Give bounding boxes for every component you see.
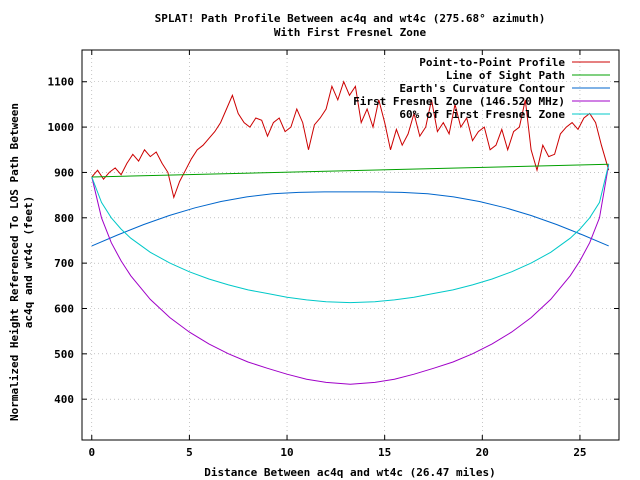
series-line-earth-s-curvature-contour bbox=[91, 191, 609, 247]
y-axis-ticks: 400 500 600 700 800 900 1000 1100 bbox=[48, 76, 619, 406]
x-tick-label: 10 bbox=[280, 446, 293, 459]
y-tick-label: 900 bbox=[54, 166, 74, 179]
legend-label: First Fresnel Zone (146.520 MHz) bbox=[353, 95, 565, 108]
y-axis-label-line2: ac4q and wt4c (feet) bbox=[22, 196, 35, 328]
y-tick-label: 500 bbox=[54, 348, 74, 361]
series-line-point-to-point-profile bbox=[91, 80, 610, 200]
x-tick-label: 20 bbox=[476, 446, 489, 459]
x-tick-label: 25 bbox=[573, 446, 586, 459]
plot-frame bbox=[81, 49, 620, 441]
series-line-line-of-sight-path bbox=[91, 163, 609, 178]
x-axis-ticks: 0 5 10 15 20 25 bbox=[88, 50, 587, 459]
legend-label: Point-to-Point Profile bbox=[419, 56, 565, 69]
x-tick-label: 15 bbox=[378, 446, 391, 459]
y-tick-label: 1000 bbox=[48, 121, 75, 134]
y-tick-label: 400 bbox=[54, 393, 74, 406]
y-axis-label-line1: Normalized Height Referenced To LOS Path… bbox=[8, 103, 21, 421]
chart-title: SPLAT! Path Profile Between ac4q and wt4… bbox=[155, 12, 546, 25]
series-line-first-fresnel-zone-146-520-mhz bbox=[91, 164, 610, 385]
y-tick-label: 600 bbox=[54, 302, 74, 315]
grid bbox=[82, 50, 619, 440]
legend-label: Earth's Curvature Contour bbox=[399, 82, 565, 95]
series-layer bbox=[91, 80, 610, 385]
x-tick-label: 5 bbox=[186, 446, 193, 459]
x-axis-label: Distance Between ac4q and wt4c (26.47 mi… bbox=[204, 466, 495, 479]
series-line-60-of-first-fresnel-zone bbox=[91, 164, 610, 304]
chart-subtitle: With First Fresnel Zone bbox=[274, 26, 427, 39]
y-tick-label: 1100 bbox=[48, 76, 75, 89]
x-tick-label: 0 bbox=[88, 446, 95, 459]
legend-label: 60% of First Fresnel Zone bbox=[399, 108, 565, 121]
legend-label: Line of Sight Path bbox=[446, 69, 565, 82]
y-tick-label: 700 bbox=[54, 257, 74, 270]
y-tick-label: 800 bbox=[54, 212, 74, 225]
